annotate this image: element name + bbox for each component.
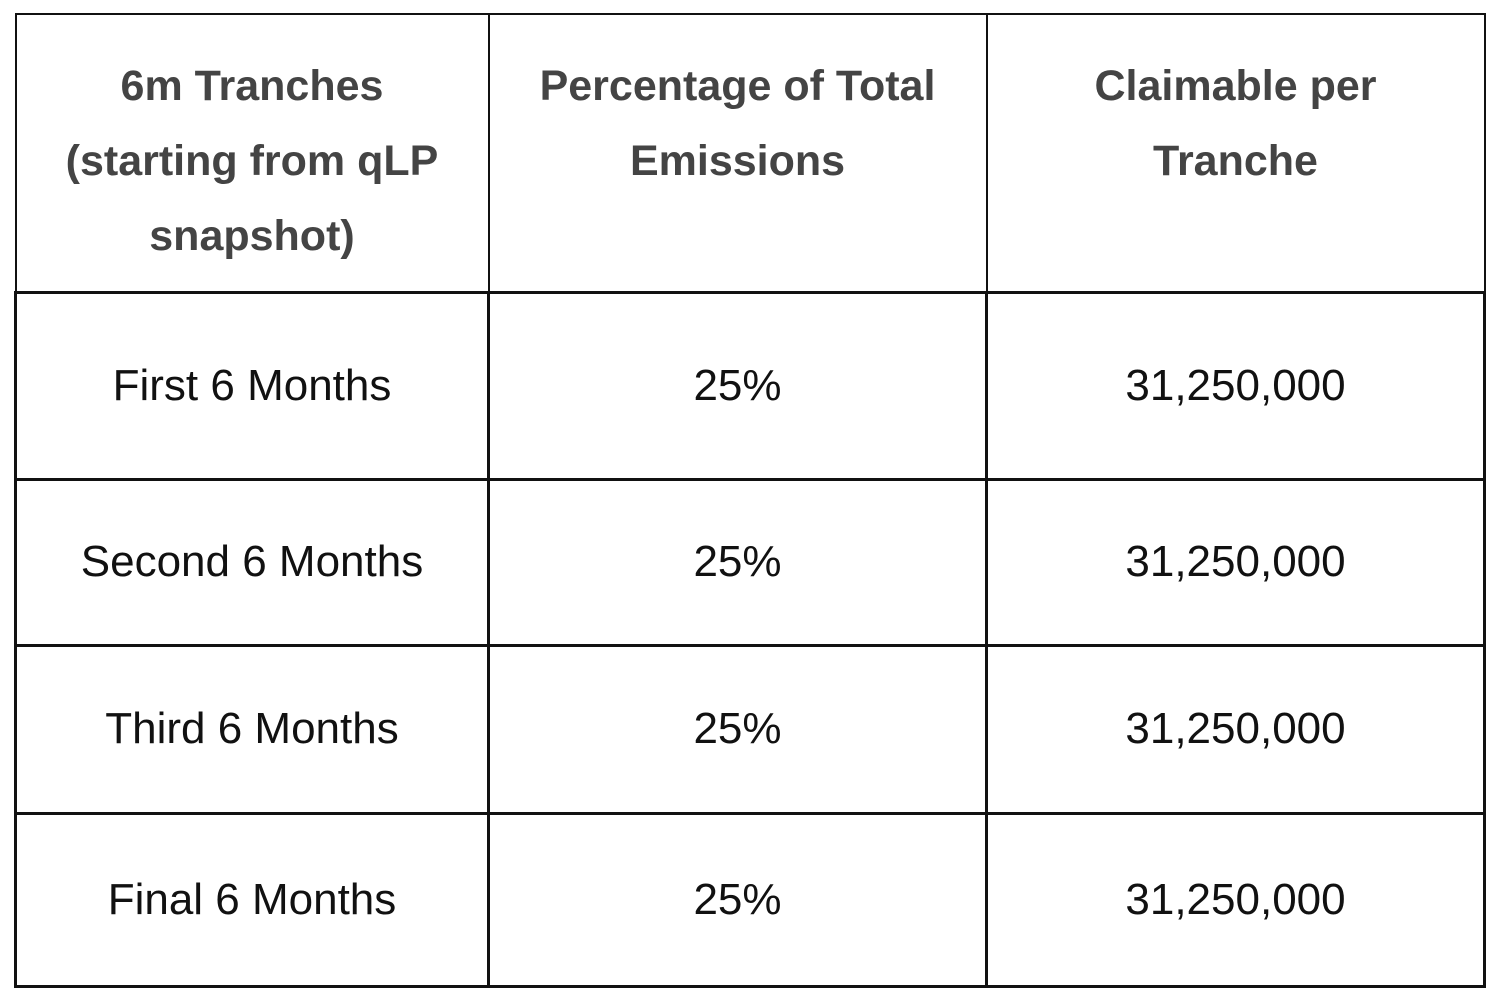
table-row: Final 6 Months 25% 31,250,000 bbox=[14, 811, 1486, 988]
table-cell: 31,250,000 bbox=[985, 477, 1486, 647]
table-row: First 6 Months 25% 31,250,000 bbox=[14, 290, 1486, 481]
table-cell: 25% bbox=[487, 811, 988, 988]
table-cell: First 6 Months bbox=[14, 290, 490, 481]
table-cell: Final 6 Months bbox=[14, 811, 490, 988]
table-cell: 31,250,000 bbox=[985, 290, 1486, 481]
table-row: Third 6 Months 25% 31,250,000 bbox=[14, 643, 1486, 815]
data-table: 6m Tranches (starting from qLP snapshot)… bbox=[14, 13, 1486, 988]
table-cell: 31,250,000 bbox=[985, 811, 1486, 988]
header-cell: Percentage of Total Emissions bbox=[487, 13, 988, 294]
table-row: Second 6 Months 25% 31,250,000 bbox=[14, 477, 1486, 647]
table-header: 6m Tranches (starting from qLP snapshot)… bbox=[14, 13, 1486, 294]
table-cell: Third 6 Months bbox=[14, 643, 490, 815]
table-cell: 25% bbox=[487, 290, 988, 481]
table-cell: 31,250,000 bbox=[985, 643, 1486, 815]
header-cell: 6m Tranches (starting from qLP snapshot) bbox=[14, 13, 490, 294]
header-row: 6m Tranches (starting from qLP snapshot)… bbox=[14, 13, 1486, 294]
header-cell: Claimable per Tranche bbox=[985, 13, 1486, 294]
table-body: First 6 Months 25% 31,250,000 Second 6 Mont… bbox=[14, 290, 1486, 988]
table-cell: 25% bbox=[487, 643, 988, 815]
table-cell: 25% bbox=[487, 477, 988, 647]
table-cell: Second 6 Months bbox=[14, 477, 490, 647]
